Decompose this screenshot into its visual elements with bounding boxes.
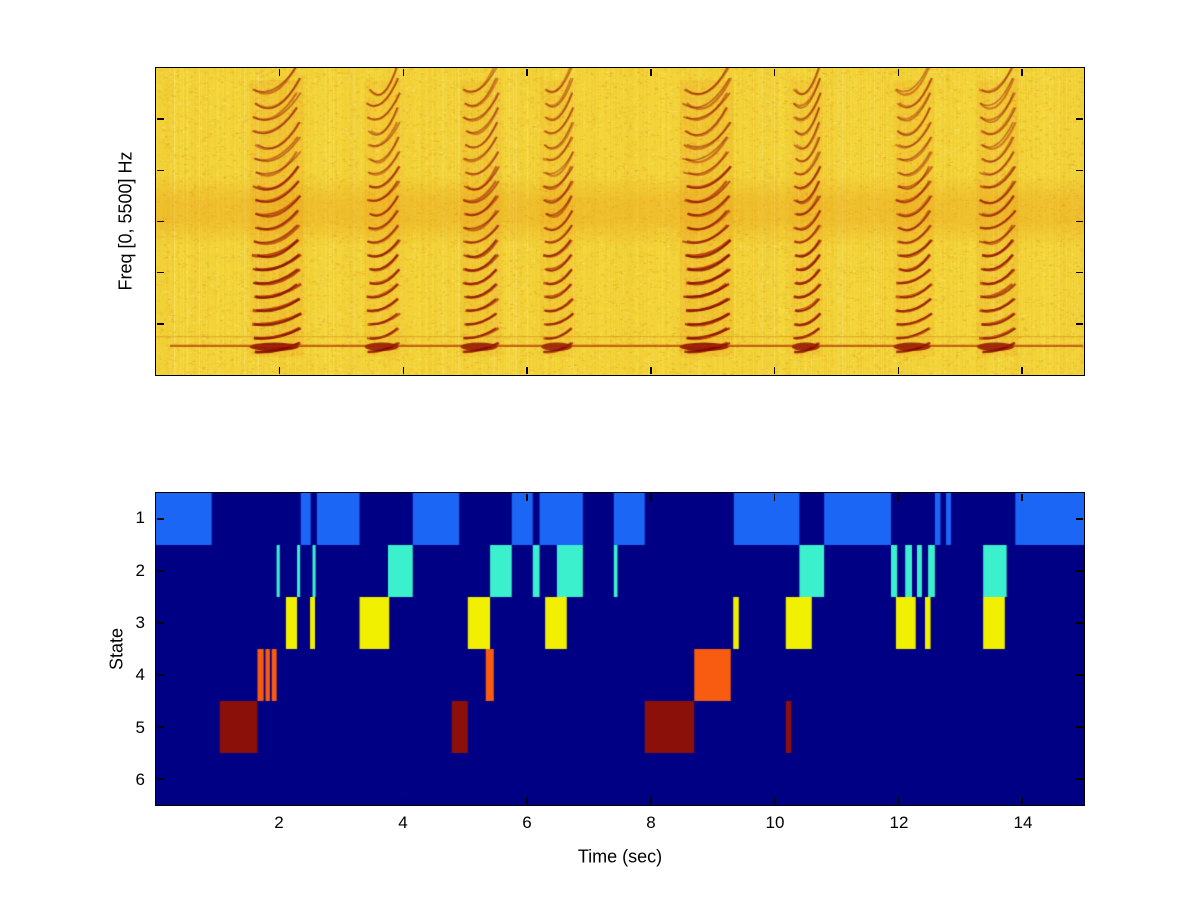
x-tick-mark [1021, 494, 1023, 501]
state-axes [155, 492, 1085, 806]
y-tick-mark [157, 169, 164, 172]
y-tick-mark [1076, 674, 1083, 676]
x-tick-mark [650, 494, 652, 501]
x-tick-mark [278, 367, 281, 374]
x-tick-mark [526, 367, 528, 374]
x-tick-mark [650, 797, 652, 804]
time-xlabel: Time (sec) [577, 846, 663, 867]
y-tick-mark [157, 271, 164, 274]
x-tick-label: 2 [274, 813, 284, 832]
y-tick-label: 2 [135, 560, 145, 580]
x-tick-mark [650, 69, 652, 76]
y-tick-mark [157, 220, 164, 223]
x-tick-mark [773, 494, 776, 501]
y-tick-mark [1076, 622, 1083, 624]
x-tick-mark [1021, 797, 1023, 804]
y-tick-label: 5 [135, 717, 145, 737]
x-tick-mark [1021, 69, 1023, 76]
x-tick-label: 10 [765, 813, 785, 832]
x-tick-label: 4 [398, 813, 408, 832]
y-tick-label: 3 [135, 612, 145, 632]
x-tick-mark [278, 494, 281, 501]
x-tick-mark [526, 494, 528, 501]
x-tick-mark [278, 797, 281, 804]
x-tick-mark [897, 69, 900, 76]
y-tick-mark [1076, 118, 1083, 120]
x-tick-mark [773, 367, 776, 374]
y-tick-mark [1076, 323, 1083, 325]
x-tick-mark [897, 367, 900, 374]
y-tick-label: 1 [135, 508, 145, 528]
y-tick-mark [157, 726, 164, 728]
y-tick-mark [1076, 570, 1083, 572]
y-tick-mark [157, 674, 164, 676]
state-sequence-image [156, 493, 1084, 805]
x-tick-mark [402, 494, 405, 501]
x-tick-label: 12 [889, 813, 909, 832]
x-tick-mark [1021, 367, 1023, 374]
y-tick-mark [157, 118, 164, 120]
y-tick-mark [1076, 169, 1083, 172]
x-tick-mark [402, 367, 405, 374]
x-tick-mark [773, 797, 776, 804]
y-tick-mark [1076, 220, 1083, 223]
spectrogram-axes [155, 67, 1085, 376]
x-tick-mark [402, 69, 405, 76]
x-tick-mark [526, 69, 528, 76]
y-tick-mark [157, 778, 164, 780]
y-tick-mark [1076, 271, 1083, 274]
y-tick-mark [157, 570, 164, 572]
x-tick-label: 6 [522, 813, 532, 832]
x-tick-mark [402, 797, 405, 804]
y-tick-label: 4 [135, 665, 145, 685]
x-tick-mark [897, 494, 900, 501]
y-tick-mark [1076, 726, 1083, 728]
y-tick-mark [157, 323, 164, 325]
spectrogram-ylabel: Freq [0, 5500] Hz [115, 151, 136, 291]
y-tick-mark [1076, 518, 1083, 520]
x-tick-mark [650, 367, 652, 374]
y-tick-mark [1076, 778, 1083, 780]
x-tick-label: 14 [1013, 813, 1033, 832]
state-ylabel: State [106, 627, 127, 671]
y-tick-label: 6 [135, 769, 145, 789]
spectrogram-image [156, 68, 1084, 375]
y-tick-mark [157, 518, 164, 520]
x-tick-label: 8 [646, 813, 656, 832]
x-tick-mark [526, 797, 528, 804]
x-tick-mark [773, 69, 776, 76]
x-tick-mark [897, 797, 900, 804]
y-tick-mark [157, 622, 164, 624]
x-tick-mark [278, 69, 281, 76]
